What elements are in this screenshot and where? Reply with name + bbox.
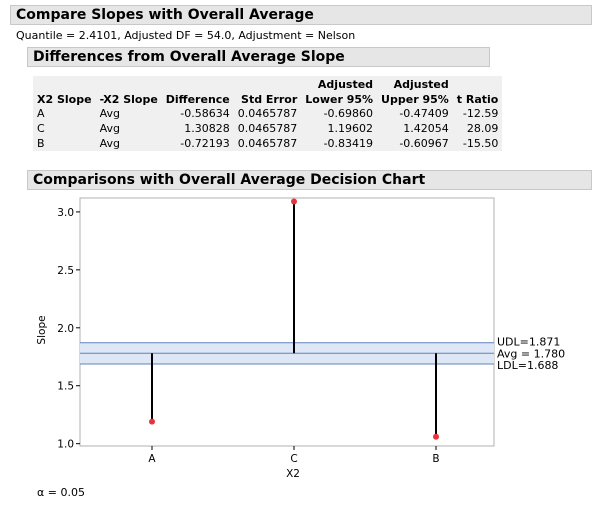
- table-cell: -0.58634: [180, 107, 230, 120]
- table-cell: 1.42054: [403, 122, 449, 135]
- avg-label: Avg = 1.780: [497, 347, 565, 360]
- table-cell: 0.0465787: [237, 122, 298, 135]
- differences-table: Adjusted Adjusted X2 Slope -X2 Slope Dif…: [33, 76, 503, 151]
- data-point-C[interactable]: [291, 198, 297, 205]
- y-tick-label: 1.5: [57, 381, 74, 393]
- table-header: Upper 95%: [381, 93, 449, 106]
- table-header: Lower 95%: [305, 93, 374, 106]
- y-axis-label: Slope: [36, 315, 48, 344]
- x-tick-label: C: [290, 453, 297, 465]
- udl-label: UDL=1.871: [497, 336, 560, 349]
- table-cell: -12.59: [462, 107, 499, 120]
- table-header: Adjusted: [393, 78, 449, 91]
- y-tick-label: 1.0: [57, 439, 74, 451]
- table-cell: C: [37, 122, 45, 135]
- table-row: A Avg -0.58634 0.0465787 -0.69860 -0.474…: [33, 106, 502, 121]
- data-point-A[interactable]: [149, 418, 155, 425]
- table-cell: -0.60967: [399, 137, 449, 150]
- table-header: Std Error: [241, 93, 298, 106]
- table-header: t Ratio: [456, 93, 499, 106]
- data-point-B[interactable]: [433, 433, 439, 440]
- table-header: Difference: [165, 93, 230, 106]
- table-row: B Avg -0.72193 0.0465787 -0.83419 -0.609…: [33, 136, 502, 151]
- table-header-row-top: Adjusted Adjusted: [33, 76, 502, 91]
- decision-chart-section-title[interactable]: Comparisons with Overall Average Decisio…: [27, 170, 592, 190]
- y-tick-label: 2.0: [57, 323, 74, 335]
- table-cell: 28.09: [466, 122, 499, 135]
- report-title[interactable]: Compare Slopes with Overall Average: [10, 5, 592, 25]
- table-header-row: X2 Slope -X2 Slope Difference Std Error …: [33, 91, 502, 106]
- table-cell: B: [37, 137, 45, 150]
- table-cell: 0.0465787: [237, 107, 298, 120]
- table-cell: Avg: [99, 122, 120, 135]
- table-cell: -0.72193: [180, 137, 230, 150]
- plot-frame: [79, 197, 495, 447]
- alpha-level: α = 0.05: [37, 486, 85, 499]
- x-tick-label: B: [432, 453, 439, 465]
- y-tick-label: 3.0: [57, 207, 74, 219]
- table-cell: 1.19602: [327, 122, 374, 135]
- table-header: -X2 Slope: [99, 93, 158, 106]
- table-cell: A: [37, 107, 45, 120]
- quantile-info: Quantile = 2.4101, Adjusted DF = 54.0, A…: [16, 29, 356, 42]
- table-row: C Avg 1.30828 0.0465787 1.19602 1.42054 …: [33, 121, 502, 136]
- table-cell: Avg: [99, 137, 120, 150]
- table-cell: -0.47409: [399, 107, 449, 120]
- table-cell: 1.30828: [184, 122, 230, 135]
- table-cell: -0.69860: [323, 107, 374, 120]
- x-axis-label: X2: [286, 468, 300, 480]
- x-tick-label: A: [148, 453, 156, 465]
- differences-section-title[interactable]: Differences from Overall Average Slope: [27, 47, 490, 67]
- table-header: Adjusted: [317, 78, 374, 91]
- table-cell: 0.0465787: [237, 137, 298, 150]
- y-tick-label: 2.5: [57, 265, 74, 277]
- table-cell: -0.83419: [323, 137, 374, 150]
- table-cell: -15.50: [462, 137, 499, 150]
- ldl-label: LDL=1.688: [497, 359, 558, 372]
- table-header: X2 Slope: [37, 93, 92, 106]
- table-cell: Avg: [99, 107, 120, 120]
